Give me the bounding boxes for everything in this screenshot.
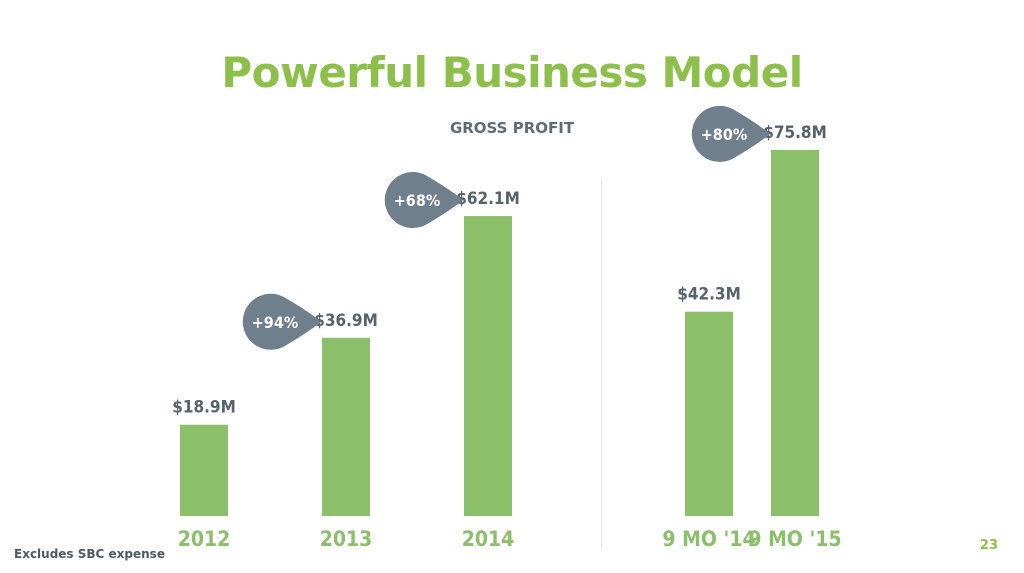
growth-label: +68%: [394, 191, 441, 210]
category-label: 2013: [320, 527, 373, 551]
growth-label: +80%: [701, 125, 748, 144]
value-label: $18.9M: [172, 398, 236, 418]
category-label: 2014: [462, 527, 515, 551]
category-label: 9 MO '14: [662, 527, 755, 551]
bar-9-mo-15: [771, 149, 819, 517]
group-divider: [601, 180, 602, 548]
value-label: $75.8M: [763, 123, 827, 143]
growth-badge: [242, 293, 321, 350]
page-number: 23: [979, 538, 998, 553]
value-label: $62.1M: [456, 189, 520, 209]
bar-9-mo-14: [685, 311, 733, 516]
bar-2012: [180, 424, 228, 516]
value-label: $36.9M: [314, 311, 378, 331]
value-label: $42.3M: [677, 285, 741, 305]
category-label: 9 MO '15: [748, 527, 841, 551]
growth-label: +94%: [252, 313, 299, 332]
slide-title: Powerful Business Model: [221, 48, 803, 97]
category-label: 2012: [178, 527, 231, 551]
growth-badge: [691, 105, 770, 162]
chart-subtitle: GROSS PROFIT: [449, 119, 575, 137]
growth-badge: [384, 172, 463, 229]
footnote: Excludes SBC expense: [14, 547, 165, 561]
bar-2014: [464, 216, 512, 516]
bar-2013: [322, 337, 370, 516]
